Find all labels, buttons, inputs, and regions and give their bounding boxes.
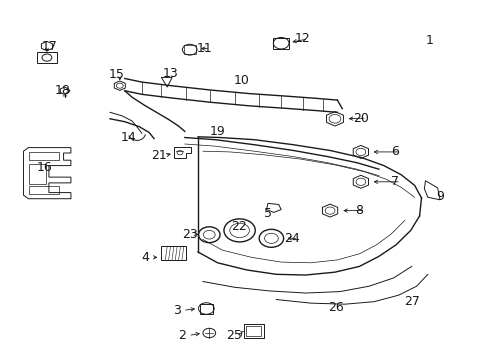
Text: 12: 12 (294, 32, 309, 45)
Text: 15: 15 (108, 68, 124, 81)
Text: 4: 4 (142, 251, 149, 264)
Text: 16: 16 (37, 161, 53, 174)
Text: 20: 20 (352, 112, 368, 125)
Text: 6: 6 (390, 145, 398, 158)
Text: 25: 25 (225, 329, 241, 342)
Text: 1: 1 (425, 34, 432, 47)
Text: 19: 19 (209, 125, 225, 138)
Text: 14: 14 (120, 131, 136, 144)
Text: 17: 17 (42, 40, 58, 53)
Text: 11: 11 (196, 42, 212, 55)
Text: 10: 10 (234, 75, 249, 87)
Text: 26: 26 (328, 301, 344, 314)
Text: 5: 5 (264, 207, 271, 220)
Text: 18: 18 (55, 84, 70, 97)
Text: 13: 13 (162, 67, 178, 80)
Text: 3: 3 (173, 304, 181, 317)
Text: 9: 9 (435, 190, 443, 203)
Text: 23: 23 (182, 228, 197, 240)
Text: 24: 24 (284, 232, 300, 245)
Text: 21: 21 (151, 149, 166, 162)
Text: 2: 2 (178, 329, 186, 342)
Text: 22: 22 (230, 220, 246, 233)
Text: 7: 7 (390, 175, 398, 188)
Text: 27: 27 (403, 295, 419, 308)
Text: 8: 8 (355, 204, 363, 217)
